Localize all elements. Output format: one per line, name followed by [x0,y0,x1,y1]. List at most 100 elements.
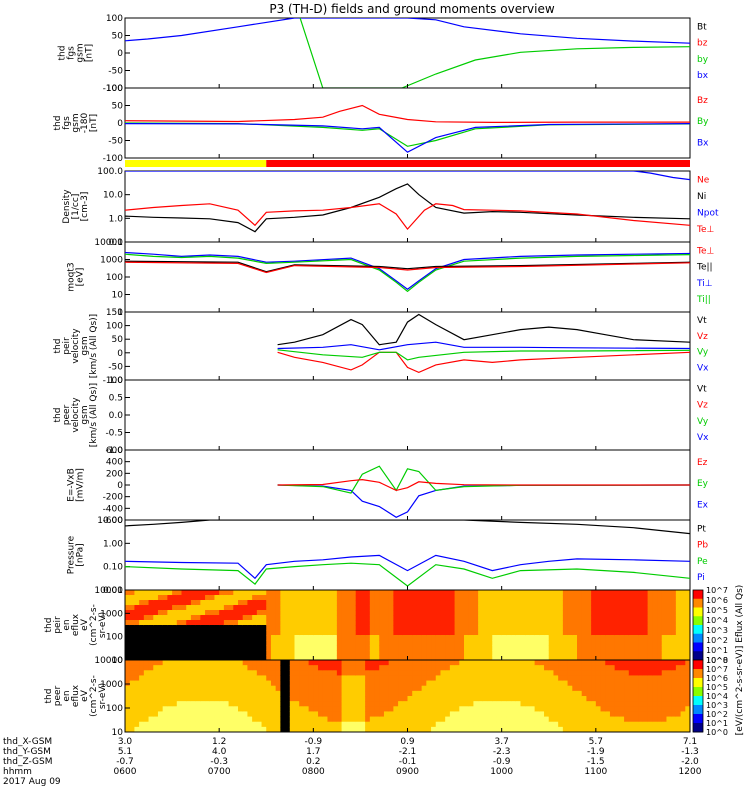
heatmap-cell [318,685,324,692]
heatmap-cell [289,711,295,718]
heatmap-cell [426,685,432,692]
heatmap-cell [496,716,503,723]
heatmap-cell [209,660,215,666]
heatmap-cell [360,721,366,728]
heatmap-cell [511,620,517,626]
heatmap-cell [468,635,474,641]
heatmap-cell [190,600,197,606]
heatmap-cell [148,595,154,601]
heatmap-cell [464,721,470,728]
heatmap-cell [341,665,347,671]
series-Bz-line [125,104,690,124]
heatmap-cell [642,595,649,601]
heatmap-cell [351,640,357,646]
heatmap-cell [435,660,441,666]
heatmap-cell [482,605,489,611]
heatmap-cell [619,716,625,723]
heatmap-cell [167,610,173,616]
heatmap-cell [426,680,432,687]
heatmap-cell [280,610,286,616]
heatmap-cell [473,665,479,671]
x-row-label: thd_Z-GSM [3,757,52,767]
heatmap-cell [153,615,159,621]
heatmap-cell [416,620,423,626]
heatmap-cell [440,595,446,601]
heatmap-cell [671,660,677,666]
heatmap-cell [407,630,413,636]
heatmap-cell [388,645,394,651]
heatmap-cell [299,726,305,733]
heatmap-cell [666,595,672,601]
heatmap-cell [633,655,639,661]
heatmap-cell [176,610,182,616]
heatmap-cell [624,675,630,682]
heatmap-cell [125,696,131,702]
heatmap-cell [261,650,267,656]
heatmap-cell [581,660,587,666]
heatmap-cell [459,650,465,656]
heatmap-cell [143,620,150,626]
heatmap-cell [341,610,347,616]
heatmap-cell [153,645,159,651]
heatmap-cell [214,716,220,723]
heatmap-cell [393,726,399,733]
heatmap-cell [360,605,366,611]
heatmap-cell [445,696,451,702]
heatmap-cell [134,635,140,641]
heatmap-cell [242,680,248,687]
heatmap-cell [369,605,376,611]
heatmap-cell [143,660,150,666]
heatmap-cell [548,711,554,718]
heatmap-cell [501,706,507,712]
heatmap-cell [685,645,691,651]
heatmap-cell [351,685,357,692]
heatmap-cell [153,625,159,631]
heatmap-cell [129,721,135,728]
heatmap-cell [219,655,225,661]
heatmap-cell [270,670,277,676]
heatmap-cell [515,640,521,646]
heatmap-cell [496,590,503,596]
heatmap-cell [219,660,225,666]
heatmap-cell [572,660,578,666]
heatmap-cell [402,711,408,718]
heatmap-cell [285,590,291,596]
heatmap-cell [525,706,531,712]
heatmap-cell [609,690,616,697]
heatmap-cell [638,625,644,631]
heatmap-cell [609,685,616,692]
heatmap-cell [129,665,135,671]
heatmap-cell [270,680,277,687]
heatmap-cell [336,711,343,718]
heatmap-cell [346,675,352,682]
heatmap-cell [308,685,314,692]
heatmap-cell [586,660,592,666]
heatmap-cell [562,625,569,631]
heatmap-cell [614,665,620,671]
heatmap-cell [473,650,479,656]
heatmap-cell [431,685,437,692]
heatmap-cell [548,690,554,697]
heatmap-cell [242,640,248,646]
heatmap-cell [600,721,606,728]
heatmap-cell [242,706,248,712]
heatmap-cell [657,675,663,682]
heatmap-cell [572,590,578,596]
heatmap-cell [289,665,295,671]
heatmap-cell [567,670,573,676]
heatmap-cell [172,615,178,621]
heatmap-cell [539,706,545,712]
heatmap-cell [600,650,606,656]
heatmap-cell [685,600,691,606]
heatmap-cell [129,680,135,687]
heatmap-cell [327,595,333,601]
heatmap-cell [440,696,446,702]
heatmap-cell [412,726,418,733]
heatmap-cell [172,711,178,718]
heatmap-cell [148,605,154,611]
heatmap-cell [223,675,230,682]
heatmap-cell [445,605,451,611]
heatmap-cell [308,665,314,671]
heatmap-cell [671,701,677,707]
